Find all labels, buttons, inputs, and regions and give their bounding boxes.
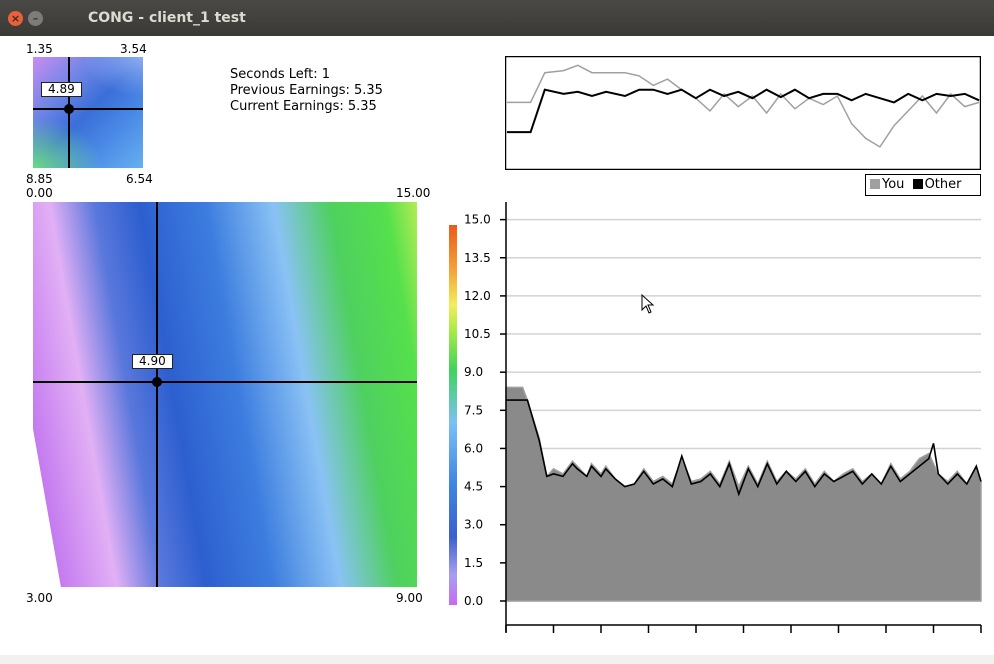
mouse-cursor-icon	[641, 294, 655, 314]
history-overview-chart	[505, 56, 981, 170]
strategy-map-heatmap	[33, 202, 417, 587]
strategy-map-vertical-crosshair	[156, 202, 158, 587]
close-window-button[interactable]: ×	[8, 11, 23, 26]
y-tick-label: 0.0	[464, 594, 483, 608]
history-you-line	[507, 64, 980, 148]
y-tick-label: 1.5	[464, 556, 483, 570]
strategy-map-point-marker[interactable]	[152, 377, 162, 387]
window-titlebar: × – CONG - client_1 test	[0, 0, 994, 36]
y-tick-label: 3.0	[464, 518, 483, 532]
history-other-line	[507, 88, 980, 134]
current-earnings-text: Current Earnings: 5.35	[230, 99, 377, 114]
y-tick-label: 4.5	[464, 480, 483, 494]
y-tick-label: 13.5	[464, 251, 491, 265]
other-earnings-line	[506, 399, 982, 497]
legend-you-label: You	[882, 177, 905, 192]
window-title: CONG - client_1 test	[88, 10, 246, 26]
earnings-chart: 0.0 1.5 3.0 4.5 6.0 7.5 9.0 10.5 12.0 13.5 15.0	[464, 202, 982, 633]
small-map-bottom-right-label: 6.54	[126, 172, 153, 186]
strategy-map-bottom-right-label: 9.00	[396, 591, 423, 605]
y-tick-label: 10.5	[464, 327, 491, 341]
you-earnings-area	[505, 386, 982, 602]
strategy-map-value-label: 4.90	[132, 354, 173, 369]
small-map-top-left-label: 1.35	[26, 42, 53, 56]
small-map-top-right-label: 3.54	[120, 42, 147, 56]
small-map-point-marker[interactable]	[64, 104, 74, 114]
chart-legend: You Other	[865, 174, 981, 196]
y-tick-label: 15.0	[464, 213, 491, 227]
strategy-payoff-map[interactable]: 4.90	[33, 202, 417, 587]
small-map-bottom-left-label: 8.85	[26, 172, 53, 186]
strategy-map-top-right-label: 15.00	[396, 186, 431, 200]
window-footer	[0, 655, 994, 664]
previous-earnings-text: Previous Earnings: 5.35	[230, 83, 383, 98]
strategy-map-top-left-label: 0.00	[26, 186, 53, 200]
small-map-horizontal-crosshair	[33, 108, 143, 110]
y-tick-label: 6.0	[464, 441, 483, 455]
small-payoff-map[interactable]: 4.89	[33, 57, 143, 168]
strategy-map-horizontal-crosshair	[33, 381, 417, 383]
legend-you-swatch	[870, 179, 880, 189]
legend-other-label: Other	[924, 177, 962, 192]
small-map-value-label: 4.89	[41, 82, 82, 97]
legend-other-swatch	[912, 179, 923, 189]
minimize-window-button[interactable]: –	[28, 11, 43, 26]
strategy-map-bottom-left-label: 3.00	[26, 591, 53, 605]
seconds-left-text: Seconds Left: 1	[230, 67, 330, 82]
y-tick-label: 9.0	[464, 365, 483, 379]
y-tick-label: 7.5	[464, 403, 483, 417]
y-tick-label: 12.0	[464, 289, 491, 303]
history-chart-frame	[505, 56, 981, 170]
payoff-color-scale	[449, 225, 457, 605]
